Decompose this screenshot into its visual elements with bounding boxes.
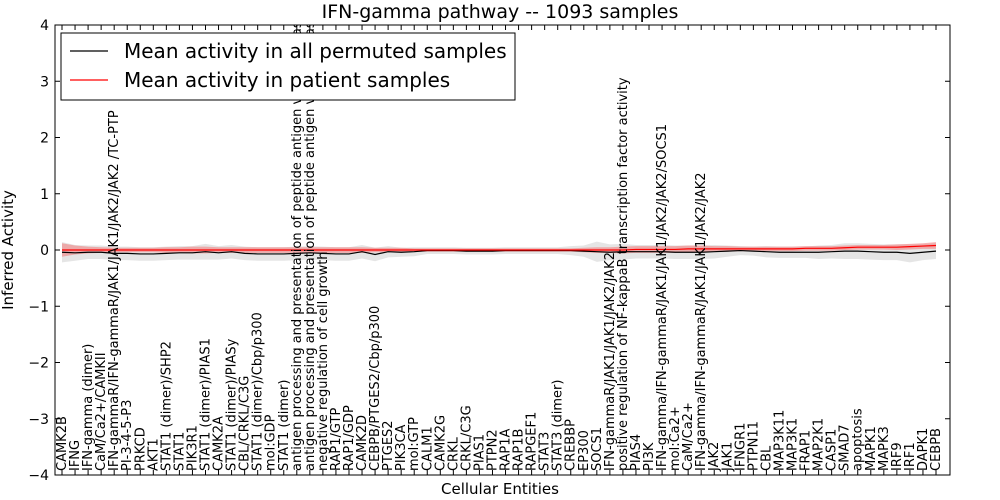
x-category-label: PIAS1 <box>472 434 487 471</box>
x-category-label: STAT3 (dimer) <box>551 380 566 471</box>
x-category-label: STAT1 (dimer)/PIASy <box>225 338 240 471</box>
x-category-label: antigen processing and presentation of p… <box>303 3 318 471</box>
x-category-label: CAMK2B <box>55 416 70 471</box>
y-tick-label: 3 <box>40 74 49 90</box>
x-category-label: RAP1/GTP <box>329 408 344 471</box>
x-category-label: DAPK1 <box>916 428 931 471</box>
line-permuted <box>61 249 937 256</box>
x-category-label: AKT1 <box>146 438 161 471</box>
x-category-label: CAMK2A <box>212 416 227 471</box>
x-category-label: MAPK1 <box>864 426 879 471</box>
x-category-label: SMAD7 <box>838 424 853 471</box>
x-category-label: MAP3K11 <box>772 410 787 471</box>
x-category-label: PTGES2 <box>381 420 396 471</box>
x-category-label: MAP2K1 <box>812 418 827 471</box>
y-tick-label: −3 <box>28 412 49 428</box>
x-category-label: CAMK2G <box>433 415 448 471</box>
y-tick-label: 4 <box>40 18 49 34</box>
series-lines <box>61 244 937 256</box>
x-category-label: STAT1 (dimer)/Cbp/p300 <box>251 312 266 471</box>
x-category-label: mol:GDP <box>264 414 279 471</box>
x-category-label: IFN-gamma/IFN-gammaR/JAK1/JAK1/JAK2/JAK2… <box>655 124 670 471</box>
x-category-label: IRF1 <box>903 442 918 471</box>
x-category-label: CAMK2D <box>355 415 370 471</box>
x-category-label: PIAS4 <box>629 434 644 471</box>
line-patient <box>62 244 937 251</box>
x-category-label: CREBBP <box>564 419 579 471</box>
x-category-label: STAT1 (dimer)/PIAS1 <box>198 338 213 471</box>
x-category-label: STAT1 (dimer) <box>277 380 292 471</box>
x-category-label: CRKL/C3G <box>459 405 474 471</box>
x-category-label: CaM/Ca2+/CAMKII <box>94 352 109 471</box>
x-category-label: CALM1 <box>420 426 435 471</box>
y-tick-label: 0 <box>40 243 49 259</box>
x-category-label: IFN-gamma/IFN-gammaR/JAK1/JAK1/JAK2/JAK2 <box>694 172 709 471</box>
y-tick-label: 2 <box>40 131 49 147</box>
legend-box <box>60 32 516 101</box>
x-category-label: apoptosis <box>851 408 866 471</box>
x-category-label: negative regulation of cell growth <box>316 251 331 471</box>
x-category-label: mol:Ca2+ <box>668 406 683 471</box>
y-tick-label: −2 <box>28 356 49 372</box>
x-category-label: IFN-gammaR/JAK1/JAK1/JAK2/JAK2 <box>603 252 618 471</box>
x-category-label: MAP3K1 <box>786 418 801 471</box>
x-category-label: CASP1 <box>825 429 840 471</box>
x-category-label: IFNGR1 <box>733 423 748 471</box>
x-category-label: STAT1 (dimer)/SHP2 <box>159 341 174 471</box>
y-axis-ticks: −4 −3 −2 −1 0 1 2 3 4 <box>28 18 950 484</box>
x-category-label: CRKL <box>446 436 461 471</box>
y-tick-label: −4 <box>28 468 49 484</box>
x-category-label: PI3K <box>642 442 657 471</box>
y-axis-label: Inferred Activity <box>0 190 17 310</box>
legend-label-permuted: Mean activity in all permuted samples <box>124 39 507 63</box>
x-category-label: IFNG <box>68 440 83 471</box>
x-category-label: IRF9 <box>890 442 905 471</box>
legend-label-patient: Mean activity in patient samples <box>124 68 450 92</box>
x-category-label: CaM/Ca2+ <box>681 402 696 471</box>
x-category-label: PTPN2 <box>485 429 500 471</box>
x-category-label: RAP1B <box>512 429 527 471</box>
x-category-label: PI-3-4-5-P3 <box>120 400 135 471</box>
x-category-label: JAK2 <box>707 442 722 472</box>
x-category-label: RAPGEF1 <box>525 412 540 471</box>
x-category-label: RAP1/GDP <box>342 405 357 471</box>
x-category-label: PIK3CA <box>394 424 409 471</box>
x-category-label: PRKCD <box>133 427 148 471</box>
x-category-label: MAPK3 <box>877 426 892 471</box>
y-tick-label: 1 <box>40 187 49 203</box>
x-category-label: PTPN11 <box>746 421 761 471</box>
x-category-label: SOCS1 <box>590 427 605 471</box>
x-category-label: CEBPB/PTGES2/Cbp/p300 <box>368 306 383 471</box>
y-tick-label: −1 <box>28 299 49 315</box>
legend: Mean activity in all permuted samples Me… <box>60 32 516 101</box>
x-category-label: CEBPB <box>929 428 944 471</box>
x-category-label: positive regulation of NF-kappaB transcr… <box>616 77 631 471</box>
x-category-label: IFN-gammaR/IFN-gammaR/JAK1/JAK1/JAK2/JAK… <box>107 110 122 471</box>
x-category-label: mol:GTP <box>407 417 422 471</box>
x-category-label: EP300 <box>577 430 592 471</box>
x-axis-label: Cellular Entities <box>441 480 559 498</box>
x-category-label: IFN-gamma (dimer) <box>81 344 96 471</box>
x-category-label: RAP1A <box>499 428 514 471</box>
x-category-label: CBL/CRKL/C3G <box>238 376 253 471</box>
x-category-label: PIK3R1 <box>185 425 200 471</box>
x-category-label: CBL <box>759 445 774 471</box>
x-axis-ticks <box>61 25 937 475</box>
x-category-label: STAT3 <box>538 432 553 471</box>
x-category-label: FRAP1 <box>799 430 814 471</box>
x-category-label: JAK1 <box>720 442 735 472</box>
chart-title: IFN-gamma pathway -- 1093 samples <box>322 1 679 23</box>
x-category-label: antigen processing and presentation of p… <box>290 7 305 471</box>
x-category-label: STAT1 <box>172 432 187 471</box>
